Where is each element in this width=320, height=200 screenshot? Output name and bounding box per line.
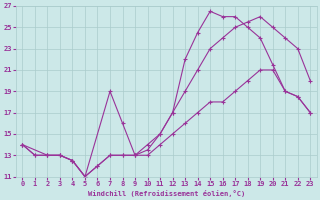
X-axis label: Windchill (Refroidissement éolien,°C): Windchill (Refroidissement éolien,°C) [88, 190, 245, 197]
